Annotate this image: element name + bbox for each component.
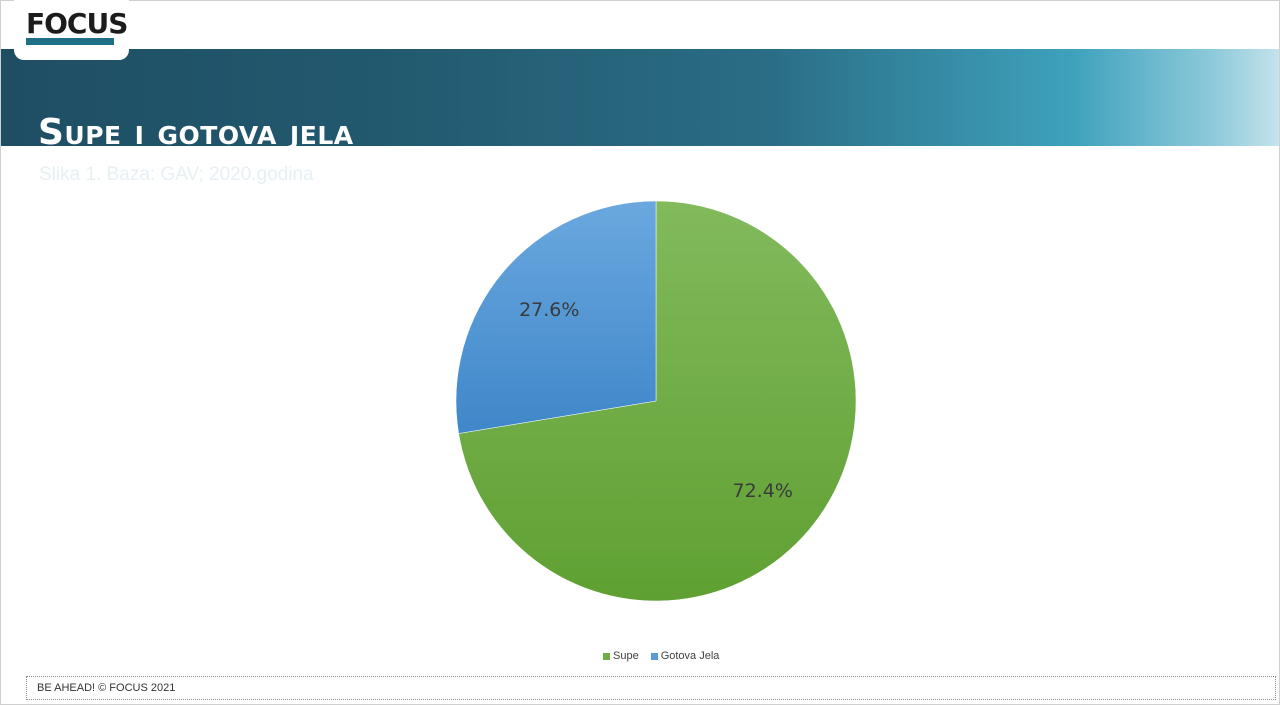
- legend-swatch-gotova-jela: [650, 652, 658, 660]
- legend-item-supe: Supe: [603, 650, 639, 662]
- logo-text: FOCUS: [26, 7, 128, 40]
- legend-item-gotova-jela: Gotova Jela: [650, 650, 720, 662]
- pie-slice-supe: [458, 200, 857, 602]
- logo: FOCUS: [14, 0, 129, 60]
- data-label-gotova-jela: 27.6%: [519, 299, 579, 321]
- logo-underline: [26, 38, 114, 45]
- footer: BE AHEAD! © FOCUS 2021: [26, 676, 1276, 700]
- legend-label-supe: Supe: [613, 650, 639, 662]
- legend-label-gotova-jela: Gotova Jela: [660, 650, 720, 662]
- chart-legend: Supe Gotova Jela: [603, 650, 719, 662]
- data-label-supe: 72.4%: [733, 480, 793, 502]
- page-title: Supe i gotova jela: [38, 112, 354, 153]
- footer-text: BE AHEAD! © FOCUS 2021: [37, 682, 176, 694]
- legend-swatch-supe: [603, 652, 610, 660]
- header-banner: Supe i gotova jela Slika 1. Baza: GAV; 2…: [1, 49, 1279, 185]
- pie-slice-gotova-jela: [455, 200, 657, 434]
- page-subtitle: Slika 1. Baza: GAV; 2020.godina: [39, 164, 314, 185]
